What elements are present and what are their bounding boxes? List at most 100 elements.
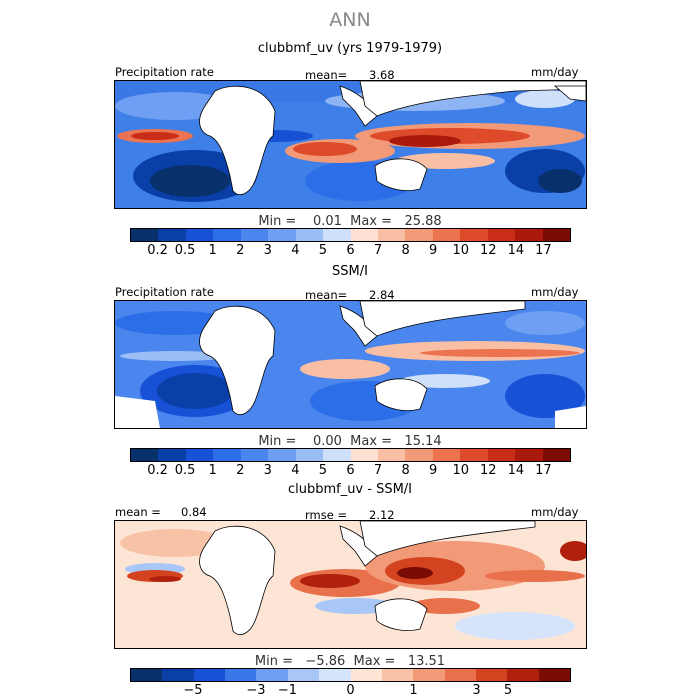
panel-1-colorbar-ticks: 0.2 0.5 1 2 3 4 5 6 7 8 9 10 12 14 17 bbox=[130, 243, 571, 259]
colorbar-swatch bbox=[432, 229, 461, 241]
panel-1-title: clubbmf_uv (yrs 1979-1979) bbox=[257, 41, 443, 56]
colorbar-tick-label: 4 bbox=[291, 243, 300, 258]
panel-2-map bbox=[114, 300, 587, 429]
colorbar-tick-label: −1 bbox=[277, 683, 298, 698]
panel-1-min-label: Min = bbox=[258, 214, 297, 229]
panel-3-title: clubbmf_uv - SSM/I bbox=[287, 482, 413, 497]
colorbar-swatch bbox=[268, 449, 296, 461]
colorbar-swatch bbox=[515, 449, 543, 461]
panel-2-mean-value: 2.84 bbox=[369, 288, 395, 302]
panel-1-colorbar bbox=[130, 228, 571, 242]
colorbar-swatch bbox=[323, 229, 351, 241]
colorbar-tick-label: 5 bbox=[503, 683, 513, 698]
panel-2-max-value: 15.14 bbox=[404, 434, 442, 449]
colorbar-swatch bbox=[162, 669, 194, 681]
colorbar-tick-label: 4 bbox=[291, 463, 300, 478]
colorbar-tick-label: 14 bbox=[507, 463, 525, 478]
panel-3-map-graphic bbox=[115, 521, 586, 648]
colorbar-tick-label: 5 bbox=[318, 463, 328, 478]
colorbar-tick-label: 8 bbox=[401, 243, 410, 258]
season-title: ANN bbox=[329, 9, 371, 31]
panel-2-mean-label: mean= bbox=[305, 288, 348, 302]
colorbar-tick-label: 10 bbox=[452, 243, 470, 258]
colorbar-swatch bbox=[507, 669, 539, 681]
colorbar-swatch bbox=[444, 669, 476, 681]
colorbar-swatch bbox=[377, 229, 406, 241]
colorbar-swatch bbox=[295, 449, 324, 461]
colorbar-tick-label: −3 bbox=[246, 683, 266, 698]
colorbar-tick-label: 6 bbox=[346, 463, 355, 478]
panel-1-units: mm/day bbox=[531, 65, 579, 79]
colorbar-tick-label: 5 bbox=[318, 243, 328, 258]
colorbar-swatch bbox=[377, 449, 406, 461]
colorbar-swatch bbox=[487, 449, 516, 461]
panel-3-colorbar bbox=[130, 668, 571, 682]
colorbar-tick-label: 17 bbox=[535, 463, 552, 478]
panel-3-colorbar-ticks: −5 −3 −1 0 1 3 5 bbox=[130, 683, 571, 699]
colorbar-tick-label: 2 bbox=[236, 463, 245, 478]
colorbar-swatch bbox=[256, 669, 288, 681]
panel-2-map-graphic bbox=[115, 301, 586, 428]
colorbar-swatch bbox=[432, 449, 461, 461]
colorbar-tick-label: −5 bbox=[183, 683, 203, 698]
panel-3-rmse-value: 2.12 bbox=[369, 508, 395, 522]
panel-3-units: mm/day bbox=[531, 505, 579, 519]
colorbar-tick-label: 14 bbox=[507, 243, 525, 258]
panel-2-title: SSM/I bbox=[332, 264, 368, 279]
colorbar-tick-label: 0 bbox=[346, 683, 355, 698]
colorbar-swatch bbox=[405, 449, 433, 461]
panel-3-max-value: 13.51 bbox=[407, 654, 446, 669]
colorbar-tick-label: 0.2 bbox=[147, 463, 168, 478]
colorbar-tick-label: 0.2 bbox=[147, 243, 168, 258]
colorbar-tick-label: 12 bbox=[480, 243, 497, 258]
colorbar-swatch bbox=[268, 229, 296, 241]
panel-2-min-value: 0.00 bbox=[312, 434, 342, 449]
colorbar-swatch bbox=[131, 229, 159, 241]
colorbar-swatch bbox=[158, 449, 186, 461]
colorbar-tick-label: 7 bbox=[373, 463, 383, 478]
panel-3-rmse-label: rmse = bbox=[305, 508, 348, 522]
colorbar-swatch bbox=[295, 229, 324, 241]
colorbar-swatch bbox=[350, 449, 378, 461]
colorbar-tick-label: 12 bbox=[480, 463, 497, 478]
colorbar-swatch bbox=[185, 449, 214, 461]
colorbar-tick-label: 3 bbox=[263, 463, 272, 478]
colorbar-tick-label: 1 bbox=[409, 683, 418, 698]
panel-3-map bbox=[114, 520, 587, 649]
colorbar-tick-label: 3 bbox=[263, 243, 272, 258]
colorbar-tick-label: 17 bbox=[535, 243, 552, 258]
panel-3-mean-value: 0.84 bbox=[181, 505, 207, 519]
colorbar-tick-label: 6 bbox=[346, 243, 355, 258]
panel-3-min-label: Min = bbox=[254, 654, 294, 669]
colorbar-tick-label: 9 bbox=[429, 463, 438, 478]
colorbar-swatch bbox=[542, 229, 570, 241]
colorbar-swatch bbox=[350, 229, 378, 241]
panel-3-mean-label: mean = bbox=[115, 505, 161, 519]
panel-1-mean-label: mean= bbox=[305, 68, 348, 82]
panel-2-variable-label: Precipitation rate bbox=[115, 285, 214, 299]
colorbar-tick-label: 0.5 bbox=[174, 243, 196, 258]
colorbar-swatch bbox=[475, 669, 508, 681]
colorbar-swatch bbox=[131, 669, 163, 681]
colorbar-swatch bbox=[213, 229, 241, 241]
colorbar-tick-label: 0.5 bbox=[174, 463, 196, 478]
colorbar-swatch bbox=[381, 669, 414, 681]
colorbar-swatch bbox=[460, 449, 488, 461]
colorbar-tick-label: 8 bbox=[401, 463, 410, 478]
colorbar-tick-label: 2 bbox=[236, 243, 245, 258]
colorbar-tick-label: 1 bbox=[208, 243, 217, 258]
panel-3-min-value: −5.86 bbox=[305, 654, 346, 669]
colorbar-swatch bbox=[287, 669, 320, 681]
colorbar-tick-label: 9 bbox=[429, 243, 438, 258]
panel-1-minmax: Min = 0.01 Max = 25.88 bbox=[130, 214, 570, 229]
colorbar-swatch bbox=[240, 229, 269, 241]
panel-2-units: mm/day bbox=[531, 285, 579, 299]
colorbar-tick-label: 3 bbox=[472, 683, 481, 698]
colorbar-swatch bbox=[413, 669, 445, 681]
panel-2-min-label: Min = bbox=[258, 434, 297, 449]
colorbar-tick-label: 10 bbox=[452, 463, 470, 478]
colorbar-swatch bbox=[515, 229, 543, 241]
panel-1-max-value: 25.88 bbox=[404, 214, 442, 229]
panel-1-max-label: Max = bbox=[350, 214, 393, 229]
colorbar-swatch bbox=[538, 669, 571, 681]
